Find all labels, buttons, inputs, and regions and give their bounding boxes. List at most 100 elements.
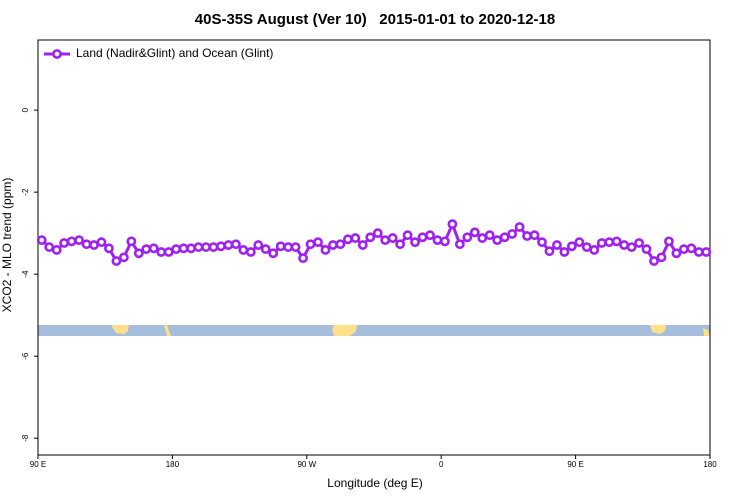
- land: [703, 328, 710, 336]
- data-point: [484, 230, 495, 241]
- data-point: [156, 247, 167, 257]
- data-point: [66, 236, 77, 247]
- x-tick-label: 180: [166, 460, 180, 469]
- data-point: [611, 236, 622, 247]
- data-point: [499, 232, 510, 243]
- data-point: [96, 237, 107, 248]
- data-point: [649, 256, 659, 266]
- data-point: [410, 237, 420, 248]
- data-point: [604, 237, 615, 248]
- x-tick-label: 90 E: [567, 460, 583, 469]
- data-point: [596, 238, 607, 248]
- data-point: [514, 222, 525, 232]
- data-point: [171, 244, 182, 255]
- legend-label: Land (Nadir&Glint) and Ocean (Glint): [76, 46, 273, 60]
- ocean-band: [38, 325, 710, 336]
- data-point: [283, 242, 294, 252]
- land: [650, 325, 666, 334]
- data-point: [477, 233, 488, 243]
- data-point: [671, 248, 682, 259]
- data-point: [74, 235, 84, 246]
- data-point: [469, 227, 480, 238]
- data-point: [36, 235, 47, 246]
- y-tick-label: -4: [21, 270, 30, 278]
- data-point: [559, 247, 570, 257]
- data-point: [290, 242, 301, 252]
- x-tick-label: 0: [439, 460, 444, 469]
- data-point: [693, 247, 704, 257]
- data-point: [238, 245, 249, 255]
- data-point: [678, 244, 689, 255]
- data-point: [44, 242, 55, 252]
- data-point: [589, 245, 600, 255]
- data-point: [447, 219, 458, 230]
- data-point: [634, 238, 644, 248]
- data-point: [656, 252, 667, 263]
- data-point: [223, 240, 234, 250]
- data-point: [335, 239, 346, 250]
- data-point: [492, 235, 503, 246]
- data-point: [619, 240, 630, 250]
- data-point: [260, 244, 271, 255]
- data-point: [313, 237, 323, 248]
- x-tick-label: 90 W: [297, 460, 316, 469]
- data-point: [552, 240, 562, 250]
- y-tick-label: -6: [21, 352, 30, 360]
- data-point: [253, 240, 264, 250]
- data-point: [701, 247, 712, 257]
- data-point: [544, 246, 555, 257]
- data-point: [686, 243, 697, 254]
- plot-frame: [37, 39, 711, 456]
- data-point: [365, 232, 376, 243]
- data-point: [104, 243, 114, 254]
- data-point: [328, 240, 338, 250]
- data-point: [126, 236, 137, 247]
- data-point: [201, 242, 211, 252]
- x-tick-label: 180: [703, 460, 717, 469]
- data-point: [641, 244, 652, 255]
- data-point: [111, 256, 122, 266]
- data-point: [581, 242, 592, 252]
- data-point: [141, 244, 152, 255]
- data-point: [320, 245, 331, 255]
- data-point: [216, 241, 226, 252]
- data-point: [342, 234, 353, 245]
- land: [111, 325, 129, 334]
- data-point: [372, 228, 383, 239]
- data-point: [417, 232, 428, 243]
- data-point: [507, 229, 518, 239]
- data-point: [298, 253, 308, 264]
- data-point: [387, 233, 398, 243]
- data-point: [51, 245, 62, 255]
- data-point: [81, 239, 92, 250]
- data-point: [59, 238, 70, 248]
- data-point: [163, 247, 174, 257]
- data-point: [462, 232, 473, 243]
- data-point: [440, 236, 450, 247]
- data-point: [522, 231, 532, 241]
- data-point: [402, 230, 413, 241]
- y-tick-label: 0: [21, 107, 30, 112]
- data-point: [664, 236, 674, 247]
- x-tick-label: 90 E: [30, 460, 46, 469]
- data-point: [275, 241, 286, 252]
- y-axis-label: XCO2 - MLO trend (ppm): [0, 178, 14, 313]
- data-point: [208, 242, 219, 252]
- chart-title: 40S-35S August (Ver 10) 2015-01-01 to 20…: [195, 11, 555, 28]
- data-point: [574, 237, 585, 248]
- data-point: [357, 240, 368, 250]
- data-point: [268, 248, 279, 259]
- data-point: [380, 235, 391, 246]
- data-point: [425, 230, 435, 241]
- data-point: [148, 243, 159, 254]
- data-point: [454, 239, 465, 250]
- land: [164, 325, 171, 336]
- data-point: [133, 248, 144, 259]
- data-point: [395, 239, 406, 250]
- y-tick-label: -8: [21, 434, 30, 442]
- data-point: [305, 239, 316, 250]
- data-point: [118, 252, 129, 263]
- y-tick-label: -2: [21, 188, 30, 196]
